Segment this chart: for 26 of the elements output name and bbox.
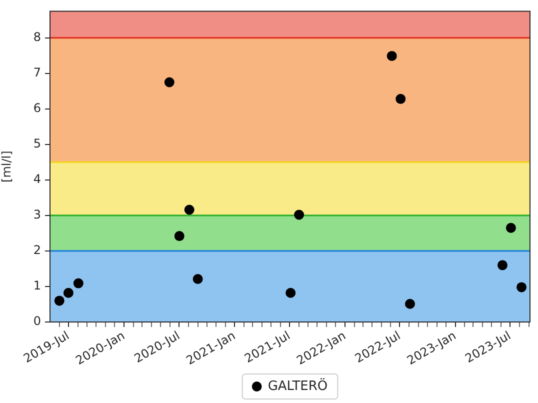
y-tick-label: 3 — [33, 208, 41, 222]
y-tick-label: 7 — [33, 65, 41, 80]
point — [164, 77, 174, 88]
point — [174, 231, 184, 242]
y-tick-label: 2 — [33, 243, 41, 258]
point — [184, 204, 194, 215]
point — [286, 288, 296, 298]
point — [63, 288, 74, 298]
point — [396, 94, 406, 104]
y-tick-label: 6 — [33, 101, 41, 116]
point — [294, 210, 304, 220]
point — [497, 260, 508, 270]
point — [404, 298, 415, 309]
point — [386, 50, 397, 61]
point — [516, 282, 527, 292]
y-tick-label: 5 — [33, 136, 41, 151]
legend-label: GALTERÖ — [268, 378, 328, 394]
y-tick-label: 8 — [33, 30, 41, 44]
y-axis-title: [ml/l] — [0, 150, 14, 182]
point — [73, 278, 84, 288]
point — [506, 222, 516, 233]
y-tick-label: 4 — [33, 172, 41, 186]
point — [54, 296, 64, 306]
y-tick-label: 1 — [33, 278, 41, 293]
point — [192, 274, 203, 284]
y-tick-label: 0 — [33, 314, 41, 328]
